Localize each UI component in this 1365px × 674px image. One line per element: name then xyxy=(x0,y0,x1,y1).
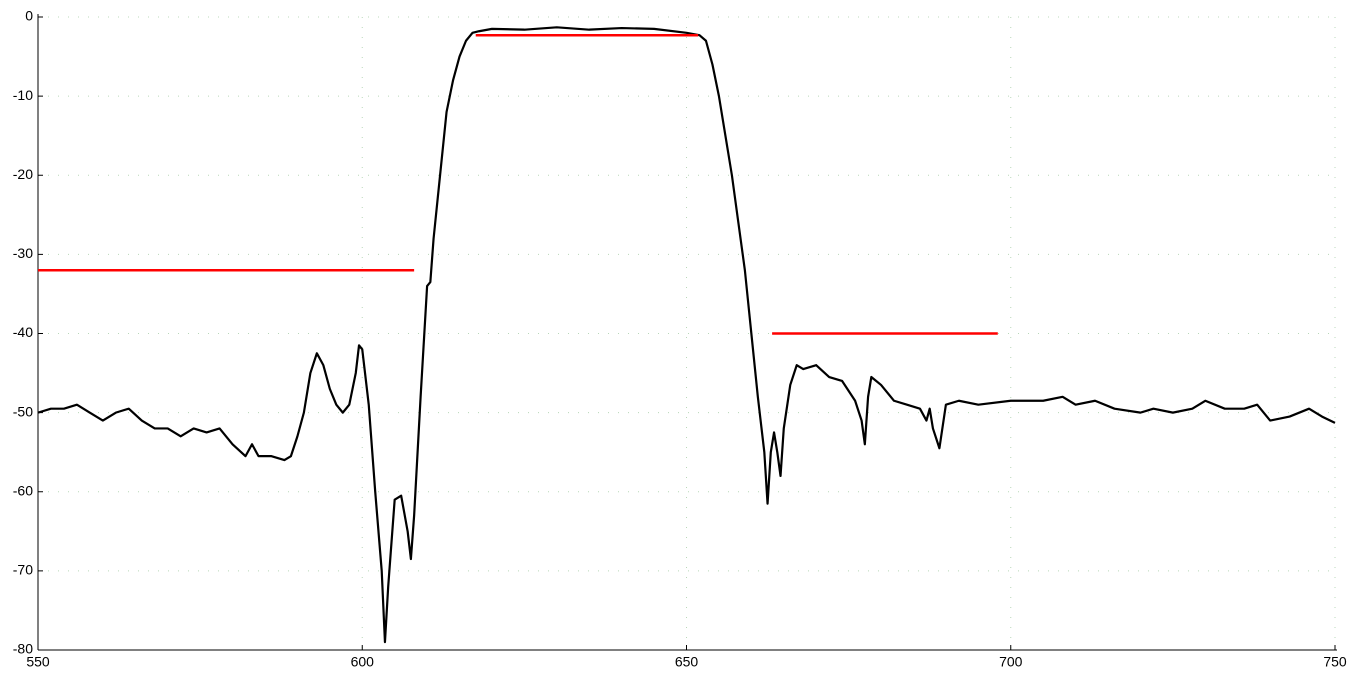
x-tick-label: 600 xyxy=(351,654,375,670)
y-tick-label: 0 xyxy=(25,8,33,24)
y-tick-label: -60 xyxy=(13,482,33,498)
x-tick-label: 750 xyxy=(1323,654,1347,670)
series-line xyxy=(37,26,1336,644)
x-tick-label: 650 xyxy=(675,654,699,670)
y-tick-label: -10 xyxy=(13,87,33,103)
y-tick-label: -20 xyxy=(13,166,33,182)
y-tick-label: -50 xyxy=(13,403,33,419)
x-tick-label: 550 xyxy=(26,654,50,670)
y-tick-label: -80 xyxy=(13,641,33,657)
y-tick-label: -40 xyxy=(13,324,33,340)
x-tick-label: 700 xyxy=(999,654,1023,670)
y-tick-label: -30 xyxy=(13,245,33,261)
y-tick-label: -70 xyxy=(13,562,33,578)
